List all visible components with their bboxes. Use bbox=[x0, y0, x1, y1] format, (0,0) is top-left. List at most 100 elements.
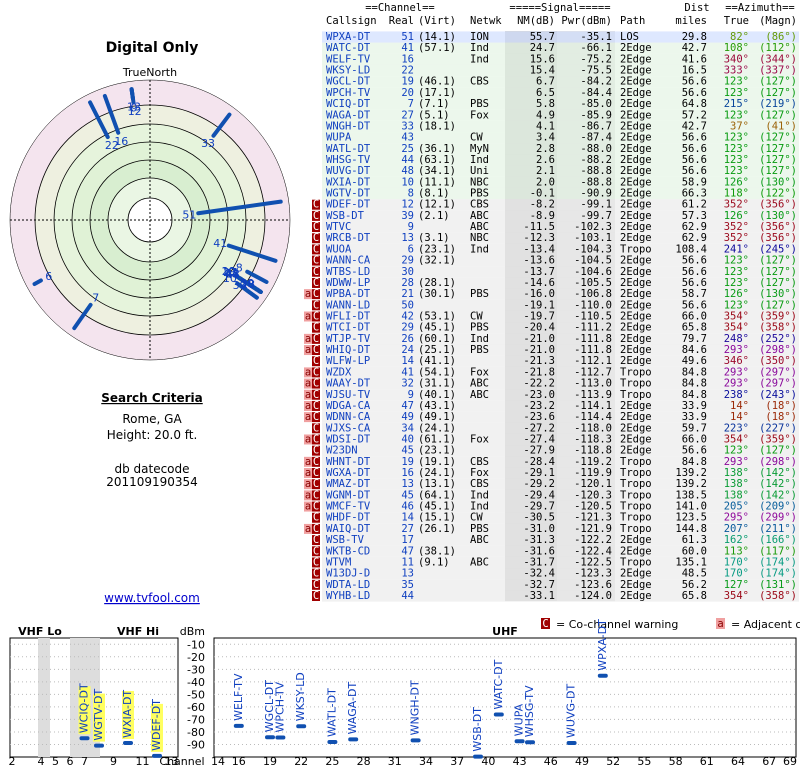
callsign-link[interactable]: WSB-DT bbox=[326, 210, 365, 222]
callsign-link[interactable]: WTBS-LD bbox=[326, 266, 370, 278]
callsign-link[interactable]: WLFW-LP bbox=[326, 355, 370, 367]
callsign-link[interactable]: WKTB-CD bbox=[326, 545, 370, 557]
callsign-link[interactable]: WMCF-TV bbox=[326, 501, 371, 513]
x-tick-label: 37 bbox=[450, 755, 464, 768]
callsign-link[interactable]: WXIA-DT bbox=[326, 176, 371, 188]
callsign-link[interactable]: WELF-TV bbox=[326, 53, 371, 65]
callsign-link[interactable]: WHNT-DT bbox=[326, 456, 371, 468]
callsign-link[interactable]: WUPA bbox=[326, 132, 352, 144]
station-marker bbox=[514, 739, 525, 744]
callsign-link[interactable]: WPBA-DT bbox=[326, 288, 371, 300]
callsign-link[interactable]: WAAY-DT bbox=[326, 378, 371, 390]
column-header: Real bbox=[389, 15, 414, 27]
callsign-link[interactable]: WDNN-CA bbox=[326, 411, 371, 423]
station-label: WDEF-DT bbox=[150, 699, 163, 751]
callsign-link[interactable]: WJXS-CA bbox=[326, 422, 371, 434]
table-cell: (127°) bbox=[759, 87, 797, 99]
callsign-link[interactable]: WDTA-LD bbox=[326, 579, 370, 591]
callsign-link[interactable]: WHDF-DT bbox=[326, 512, 371, 524]
callsign-link[interactable]: WATL-DT bbox=[326, 143, 371, 155]
callsign-link[interactable]: WJSU-TV bbox=[326, 389, 371, 401]
table-cell: -104.6 bbox=[574, 266, 612, 278]
table-cell: 138° bbox=[724, 467, 749, 479]
callsign-link[interactable]: WDSI-DT bbox=[326, 433, 371, 445]
callsign-link[interactable]: WDWW-LP bbox=[326, 277, 370, 289]
table-cell: 16 bbox=[401, 467, 414, 479]
callsign-link[interactable]: WKSY-LD bbox=[326, 65, 370, 77]
table-cell: CBS bbox=[470, 76, 489, 88]
co-channel-flag bbox=[312, 456, 320, 467]
table-cell: 2Edge bbox=[620, 65, 652, 77]
column-header: Path bbox=[620, 15, 645, 27]
callsign-link[interactable]: WGNM-DT bbox=[326, 489, 371, 501]
table-cell: 66.3 bbox=[682, 188, 707, 200]
callsign-link[interactable]: WDGA-CA bbox=[326, 400, 371, 412]
callsign-link[interactable]: WGTV-DT bbox=[326, 188, 371, 200]
callsign-link[interactable]: WFLI-DT bbox=[326, 311, 371, 323]
table-cell: Tropo bbox=[620, 456, 652, 468]
table-cell: (57.1) bbox=[418, 42, 456, 54]
table-cell: 56.2 bbox=[682, 579, 707, 591]
callsign-link[interactable]: WHIQ-DT bbox=[326, 344, 371, 356]
callsign-link[interactable]: WPCH-TV bbox=[326, 87, 371, 99]
callsign-link[interactable]: W13DJ-D bbox=[326, 568, 370, 580]
table-cell: (15.1) bbox=[418, 512, 456, 524]
table-cell: 7 bbox=[408, 98, 414, 110]
callsign-link[interactable]: WRCB-DT bbox=[326, 232, 371, 244]
callsign-link[interactable]: WUOA bbox=[326, 243, 352, 255]
table-cell: (60.1) bbox=[418, 333, 456, 345]
callsign-link[interactable]: WMAZ-DT bbox=[326, 478, 371, 490]
row-bg bbox=[322, 556, 799, 569]
co-channel-flag bbox=[312, 412, 320, 423]
callsign-link[interactable]: WATC-DT bbox=[326, 42, 371, 54]
callsign-link[interactable]: WANN-LD bbox=[326, 299, 370, 311]
table-cell: 62.9 bbox=[682, 221, 707, 233]
station-bearing bbox=[88, 100, 110, 140]
callsign-link[interactable]: WANN-CA bbox=[326, 255, 371, 267]
callsign-link[interactable]: WYHB-LD bbox=[326, 590, 370, 602]
callsign-link[interactable]: WUVG-DT bbox=[326, 165, 371, 177]
table-cell: (53.1) bbox=[418, 311, 456, 323]
x-tick-label: 28 bbox=[357, 755, 371, 768]
column-header: (Virt) bbox=[418, 15, 456, 27]
callsign-link[interactable]: WGCL-DT bbox=[326, 76, 371, 88]
table-cell: (32.1) bbox=[418, 255, 456, 267]
row-bg bbox=[322, 433, 799, 446]
callsign-link[interactable]: WDEF-DT bbox=[326, 199, 371, 211]
station-marker bbox=[152, 753, 162, 758]
site-link[interactable]: www.tvfool.com bbox=[104, 591, 200, 605]
co-channel-flag bbox=[312, 591, 320, 601]
callsign-link[interactable]: WTVM bbox=[326, 556, 351, 568]
callsign-link[interactable]: WAIQ-DT bbox=[326, 523, 371, 535]
table-cell: -16.0 bbox=[523, 288, 555, 300]
table-cell: 138° bbox=[724, 478, 749, 490]
table-cell: 2Edge bbox=[620, 445, 652, 457]
callsign-link[interactable]: WTJP-TV bbox=[326, 333, 371, 345]
callsign-link[interactable]: WSB-TV bbox=[326, 534, 365, 546]
x-tick-label: 52 bbox=[606, 755, 620, 768]
x-tick-label: 58 bbox=[669, 755, 683, 768]
callsign-link[interactable]: WZDX bbox=[326, 366, 352, 378]
flag-label: C bbox=[313, 545, 319, 557]
row-bg bbox=[322, 98, 799, 110]
table-cell: (359°) bbox=[759, 433, 797, 445]
callsign-link[interactable]: WTVC bbox=[326, 221, 351, 233]
table-cell: 2.8 bbox=[536, 143, 555, 155]
callsign-link[interactable]: WTCI-DT bbox=[326, 322, 371, 334]
callsign-link[interactable]: WCIQ-DT bbox=[326, 98, 371, 110]
row-bg bbox=[322, 489, 799, 501]
callsign-link[interactable]: W23DN bbox=[326, 445, 358, 457]
flag-label: C bbox=[313, 322, 319, 334]
callsign-link[interactable]: WGXA-DT bbox=[326, 467, 371, 479]
adjacent-flag bbox=[304, 434, 312, 445]
adjacent-flag bbox=[304, 289, 312, 300]
callsign-link[interactable]: WHSG-TV bbox=[326, 154, 371, 166]
table-cell: (25.1) bbox=[418, 344, 456, 356]
callsign-link[interactable]: WPXA-DT bbox=[326, 31, 371, 43]
table-cell: 47 bbox=[401, 545, 414, 557]
table-cell: (127°) bbox=[759, 445, 797, 457]
callsign-link[interactable]: WNGH-DT bbox=[326, 120, 371, 132]
station-label: WCIQ-DT bbox=[78, 683, 91, 733]
callsign-link[interactable]: WAGA-DT bbox=[326, 109, 371, 121]
station-bearing bbox=[226, 243, 278, 263]
